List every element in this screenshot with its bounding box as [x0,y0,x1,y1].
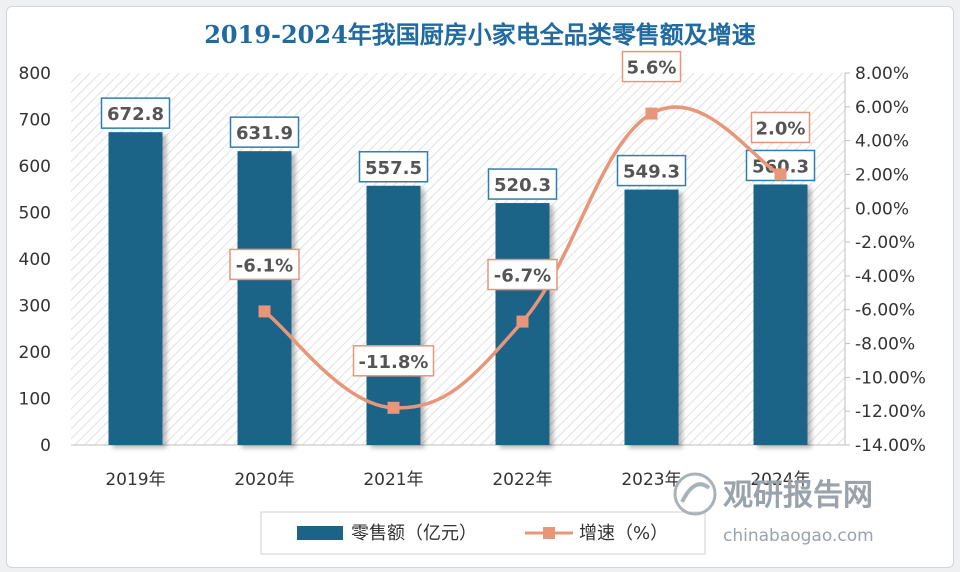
x-tick-label: 2021年 [363,470,423,490]
legend-bar-label: 零售额（亿元） [351,523,477,544]
bar-label-text: 549.3 [623,162,680,183]
right-tick-label: -14.00% [855,436,926,456]
watermark: 观研报告网 chinabaogao.com [673,472,874,546]
growth-marker [258,305,271,318]
right-tick-label: -6.00% [855,301,915,321]
growth-label-box [750,111,811,144]
left-tick-label: 600 [19,157,51,177]
bar-series [108,132,808,445]
left-tick-label: 500 [19,204,51,224]
growth-label-text: -6.7% [494,266,551,287]
x-tick-label: 2024年 [750,470,810,490]
growth-marker [645,107,658,120]
bar-label-box [358,151,429,183]
x-tick-label: 2023年 [621,470,681,490]
bar-data-label: 631.9 [229,116,300,148]
watermark-name: 观研报告网 [723,478,873,513]
growth-label-box [487,258,558,291]
growth-label-box [352,345,435,377]
growth-data-label: -6.1% [229,248,300,281]
left-y-axis: 0 100 200 300 400 500 600 700 800 [19,64,51,456]
bar [753,184,808,445]
bar-label-box [100,97,171,129]
bar-label-text: 557.5 [365,158,422,179]
right-tick-label: -2.00% [855,233,915,253]
bar-data-label: 672.8 [100,97,171,129]
left-tick-label: 800 [19,64,51,84]
right-tick-label: -10.00% [855,368,926,388]
chart-svg: 2019-2024年我国厨房小家电全品类零售额及增速 0 100 200 300 400… [19,20,926,555]
bar [108,132,163,445]
growth-label-text: 2.0% [756,118,806,139]
bar-label-text: 631.9 [236,123,293,144]
legend: 零售额（亿元） 增速（%） [260,511,706,555]
right-tick-label: 2.00% [855,165,909,185]
growth-label-box [229,248,300,281]
bar-data-label: 557.5 [358,151,429,183]
growth-label-text: -6.1% [236,255,293,276]
growth-label-box [621,50,682,83]
bar-label-text: 672.8 [107,104,164,125]
legend-line-marker [543,527,555,539]
watermark-logo-icon [673,472,717,516]
growth-label-text: 5.6% [627,58,677,79]
left-tick-label: 700 [19,111,51,131]
left-tick-label: 0 [40,436,51,456]
bar-label-box [229,116,300,148]
growth-label-text: -11.8% [359,352,429,373]
right-tick-label: 4.00% [855,132,909,152]
left-tick-label: 300 [19,297,51,317]
bar [366,185,421,445]
growth-data-label: -11.8% [352,345,435,377]
plot-area-background [71,73,845,445]
x-axis: 2019年 2020年 2021年 2022年 2023年 2024年 [105,470,810,490]
growth-data-label: 5.6% [621,50,682,83]
bar [237,151,292,445]
bar-data-label: 520.3 [487,168,558,200]
left-tick-label: 400 [19,250,51,270]
left-tick-label: 100 [19,390,51,410]
legend-bar-swatch [297,526,343,540]
bar [624,189,679,445]
growth-marker [774,168,787,181]
bar-label-box [616,154,687,187]
bar-label-box [487,168,558,200]
growth-data-label: -6.7% [487,258,558,291]
growth-marker [387,401,400,414]
chart-title: 2019-2024年我国厨房小家电全品类零售额及增速 [204,20,756,49]
right-tick-label: 6.00% [855,98,909,118]
growth-line-series [258,105,787,414]
left-tick-label: 200 [19,343,51,363]
x-tick-label: 2019年 [105,470,165,490]
growth-data-label: 2.0% [750,111,811,144]
chart-frame: 2019-2024年我国厨房小家电全品类零售额及增速 0 100 200 300 400… [6,6,954,568]
x-tick-label: 2020年 [234,470,294,490]
x-tick-label: 2022年 [492,470,552,490]
bar-label-text: 520.3 [494,175,551,196]
bar-label-text: 560.3 [752,156,809,177]
right-y-axis: -14.00% -12.00% -10.00% -8.00% -6.00% -4.00% -… [845,64,926,456]
watermark-url: chinabaogao.com [723,526,874,546]
right-tick-label: 0.00% [855,199,909,219]
right-tick-label: -4.00% [855,267,915,287]
growth-marker [516,315,529,328]
right-tick-label: 8.00% [855,64,909,84]
bar-data-label: 549.3 [616,154,687,187]
right-tick-label: -12.00% [855,402,926,422]
growth-data-labels: -6.1% -11.8% -6.7% 5.6% 2.0% [229,50,811,377]
legend-line-label: 增速（%） [579,523,668,544]
right-tick-label: -8.00% [855,335,915,355]
